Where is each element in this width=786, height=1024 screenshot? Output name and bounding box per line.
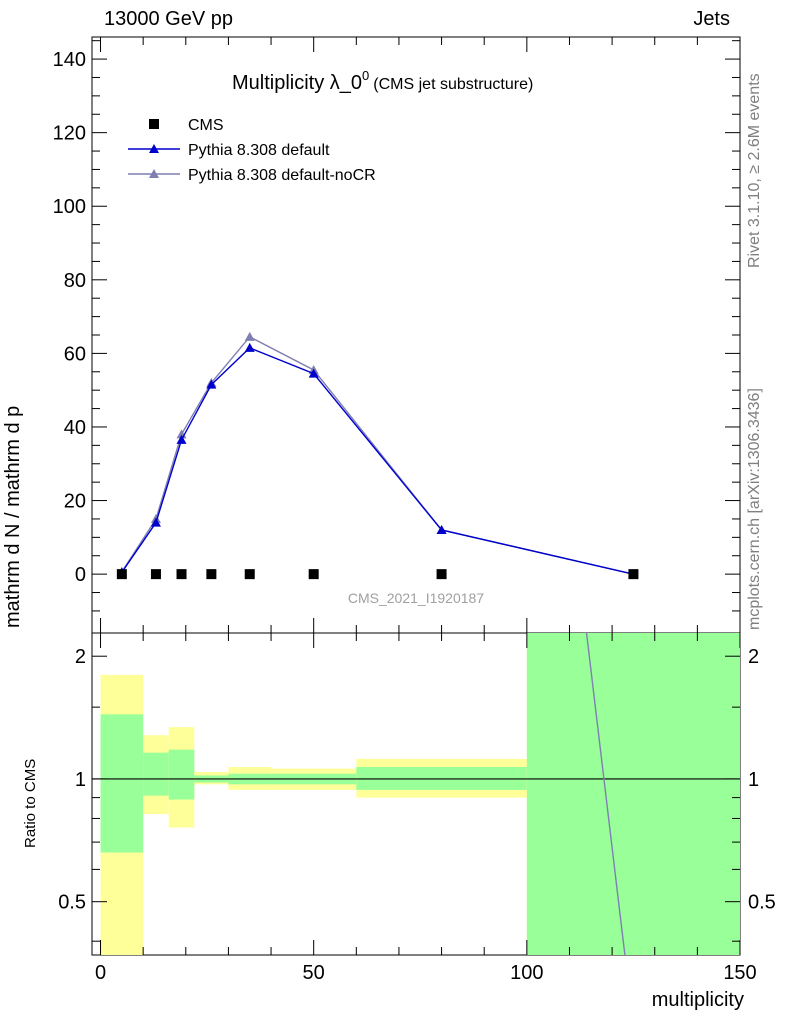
cms-data-point	[116, 569, 127, 580]
x-tick-label: 0	[95, 962, 106, 984]
ratio-band-green-7	[526, 633, 740, 955]
main-y-tick-label: 100	[53, 196, 86, 218]
legend-label-2: Pythia 8.308 default-noCR	[188, 167, 376, 184]
main-y-tick-label: 80	[64, 270, 86, 292]
ratio-band-green-2	[168, 749, 195, 800]
cms-data-point	[436, 569, 447, 580]
chart-title: Multiplicity λ_00(CMS jet substructure)	[232, 68, 533, 94]
legend-marker-cms	[149, 119, 159, 129]
ratio-lines	[585, 632, 626, 956]
ratio-series-line-0	[585, 632, 626, 956]
ratio-band-green-0	[100, 714, 144, 853]
series-marker-1	[436, 524, 447, 534]
main-y-tick-label: 60	[64, 343, 86, 365]
x-axis-label: multiplicity	[652, 989, 744, 1011]
series-marker-1	[206, 379, 217, 389]
ratio-y-tick-label-right: 2	[748, 646, 759, 668]
cms-data-point	[244, 569, 255, 580]
header-process-label: 13000 GeV pp	[104, 8, 233, 30]
legend-marker-2	[149, 169, 159, 178]
main-y-tick-label: 0	[75, 564, 86, 586]
cms-data-point	[308, 569, 319, 580]
ratio-y-tick-label: 1	[75, 769, 86, 791]
ratio-y-tick-label: 0.5	[58, 892, 86, 914]
ratio-uncertainty-bands	[92, 633, 740, 955]
series-marker-2	[244, 331, 255, 341]
main-y-tick-label: 120	[53, 123, 86, 145]
legend-marker-1	[149, 144, 159, 153]
main-y-tick-label: 40	[64, 417, 86, 439]
main-y-tick-label: 140	[53, 49, 86, 71]
main-y-tick-label: 20	[64, 491, 86, 513]
series-marker-1	[150, 517, 161, 527]
analysis-watermark: CMS_2021_I1920187	[348, 590, 484, 606]
x-tick-label: 50	[303, 962, 325, 984]
cms-data-point	[206, 569, 217, 580]
cms-data-point	[150, 569, 161, 580]
series-line-2	[121, 335, 634, 575]
series-marker-1	[176, 434, 187, 444]
cms-data-point	[176, 569, 187, 580]
legend-label-0: CMS	[188, 117, 224, 134]
x-tick-label: 150	[723, 962, 756, 984]
cms-data-point	[628, 569, 639, 580]
main-axis-ticks: 0 20 40 60 80 100 120 140	[53, 37, 741, 633]
ratio-axis-ticks: 0.5 0.5 1 1 2 2 0 50 100 150	[58, 633, 776, 984]
series-marker-1	[244, 342, 255, 352]
ratio-y-tick-label-right: 0.5	[748, 892, 776, 914]
ratio-y-tick-label-right: 1	[748, 769, 759, 791]
ratio-y-tick-label: 2	[75, 646, 86, 668]
legend: CMS Pythia 8.308 default Pythia 8.308 defa…	[128, 117, 376, 184]
ratio-band-green-1	[143, 752, 169, 796]
x-tick-label: 100	[510, 962, 543, 984]
series-marker-1	[308, 368, 319, 378]
legend-label-1: Pythia 8.308 default	[188, 142, 330, 159]
series-line-1	[121, 347, 634, 575]
header-category-label: Jets	[693, 8, 730, 30]
series-layer	[116, 331, 639, 580]
